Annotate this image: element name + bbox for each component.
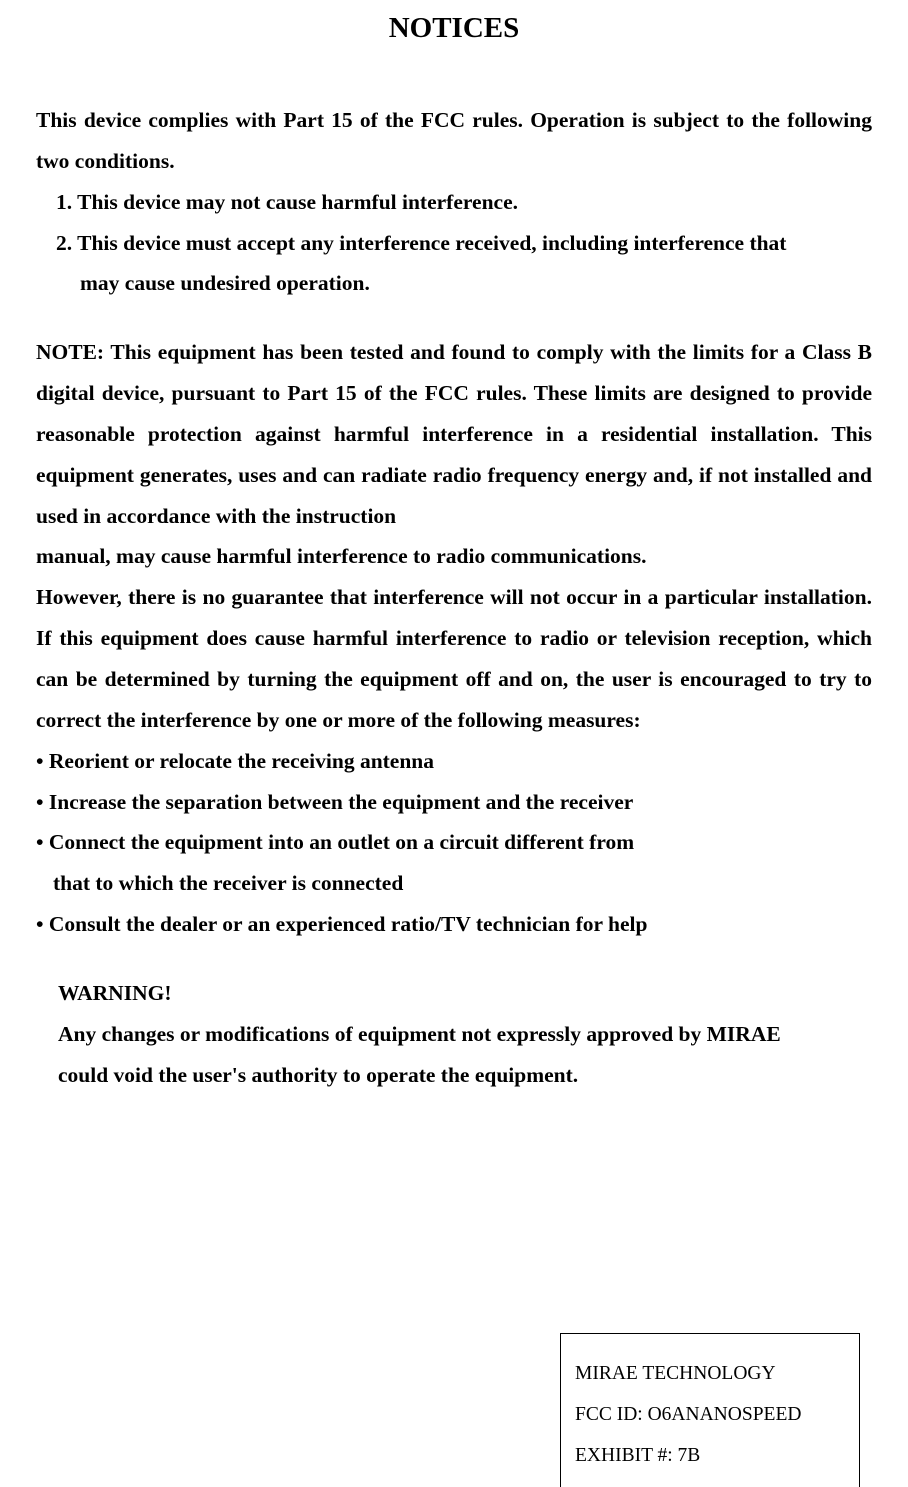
measure-2: • Increase the separation between the eq… — [36, 782, 872, 823]
warning-heading: WARNING! — [36, 973, 872, 1014]
footer-box: MIRAE TECHNOLOGY FCC ID: O6ANANOSPEED EX… — [560, 1333, 860, 1487]
footer-fcc-id: FCC ID: O6ANANOSPEED — [575, 1395, 837, 1436]
note-paragraph-1b: manual, may cause harmful interference t… — [36, 536, 872, 577]
document-title: NOTICES — [36, 12, 872, 45]
condition-2-line2: may cause undesired operation. — [36, 263, 872, 304]
condition-2-line1: 2. This device must accept any interfere… — [36, 223, 872, 264]
note-paragraph-2: However, there is no guarantee that inte… — [36, 577, 872, 740]
footer-company: MIRAE TECHNOLOGY — [575, 1354, 837, 1395]
note-paragraph-1: NOTE: This equipment has been tested and… — [36, 332, 872, 536]
measure-4: • Consult the dealer or an experienced r… — [36, 904, 872, 945]
warning-body-2: could void the user's authority to opera… — [36, 1055, 872, 1096]
measure-3b: that to which the receiver is connected — [36, 863, 872, 904]
condition-1: 1. This device may not cause harmful int… — [36, 182, 872, 223]
warning-body-1: Any changes or modifications of equipmen… — [36, 1014, 872, 1055]
footer-exhibit: EXHIBIT #: 7B — [575, 1436, 837, 1477]
measure-3: • Connect the equipment into an outlet o… — [36, 822, 872, 863]
intro-paragraph: This device complies with Part 15 of the… — [36, 100, 872, 182]
measure-1: • Reorient or relocate the receiving ant… — [36, 741, 872, 782]
